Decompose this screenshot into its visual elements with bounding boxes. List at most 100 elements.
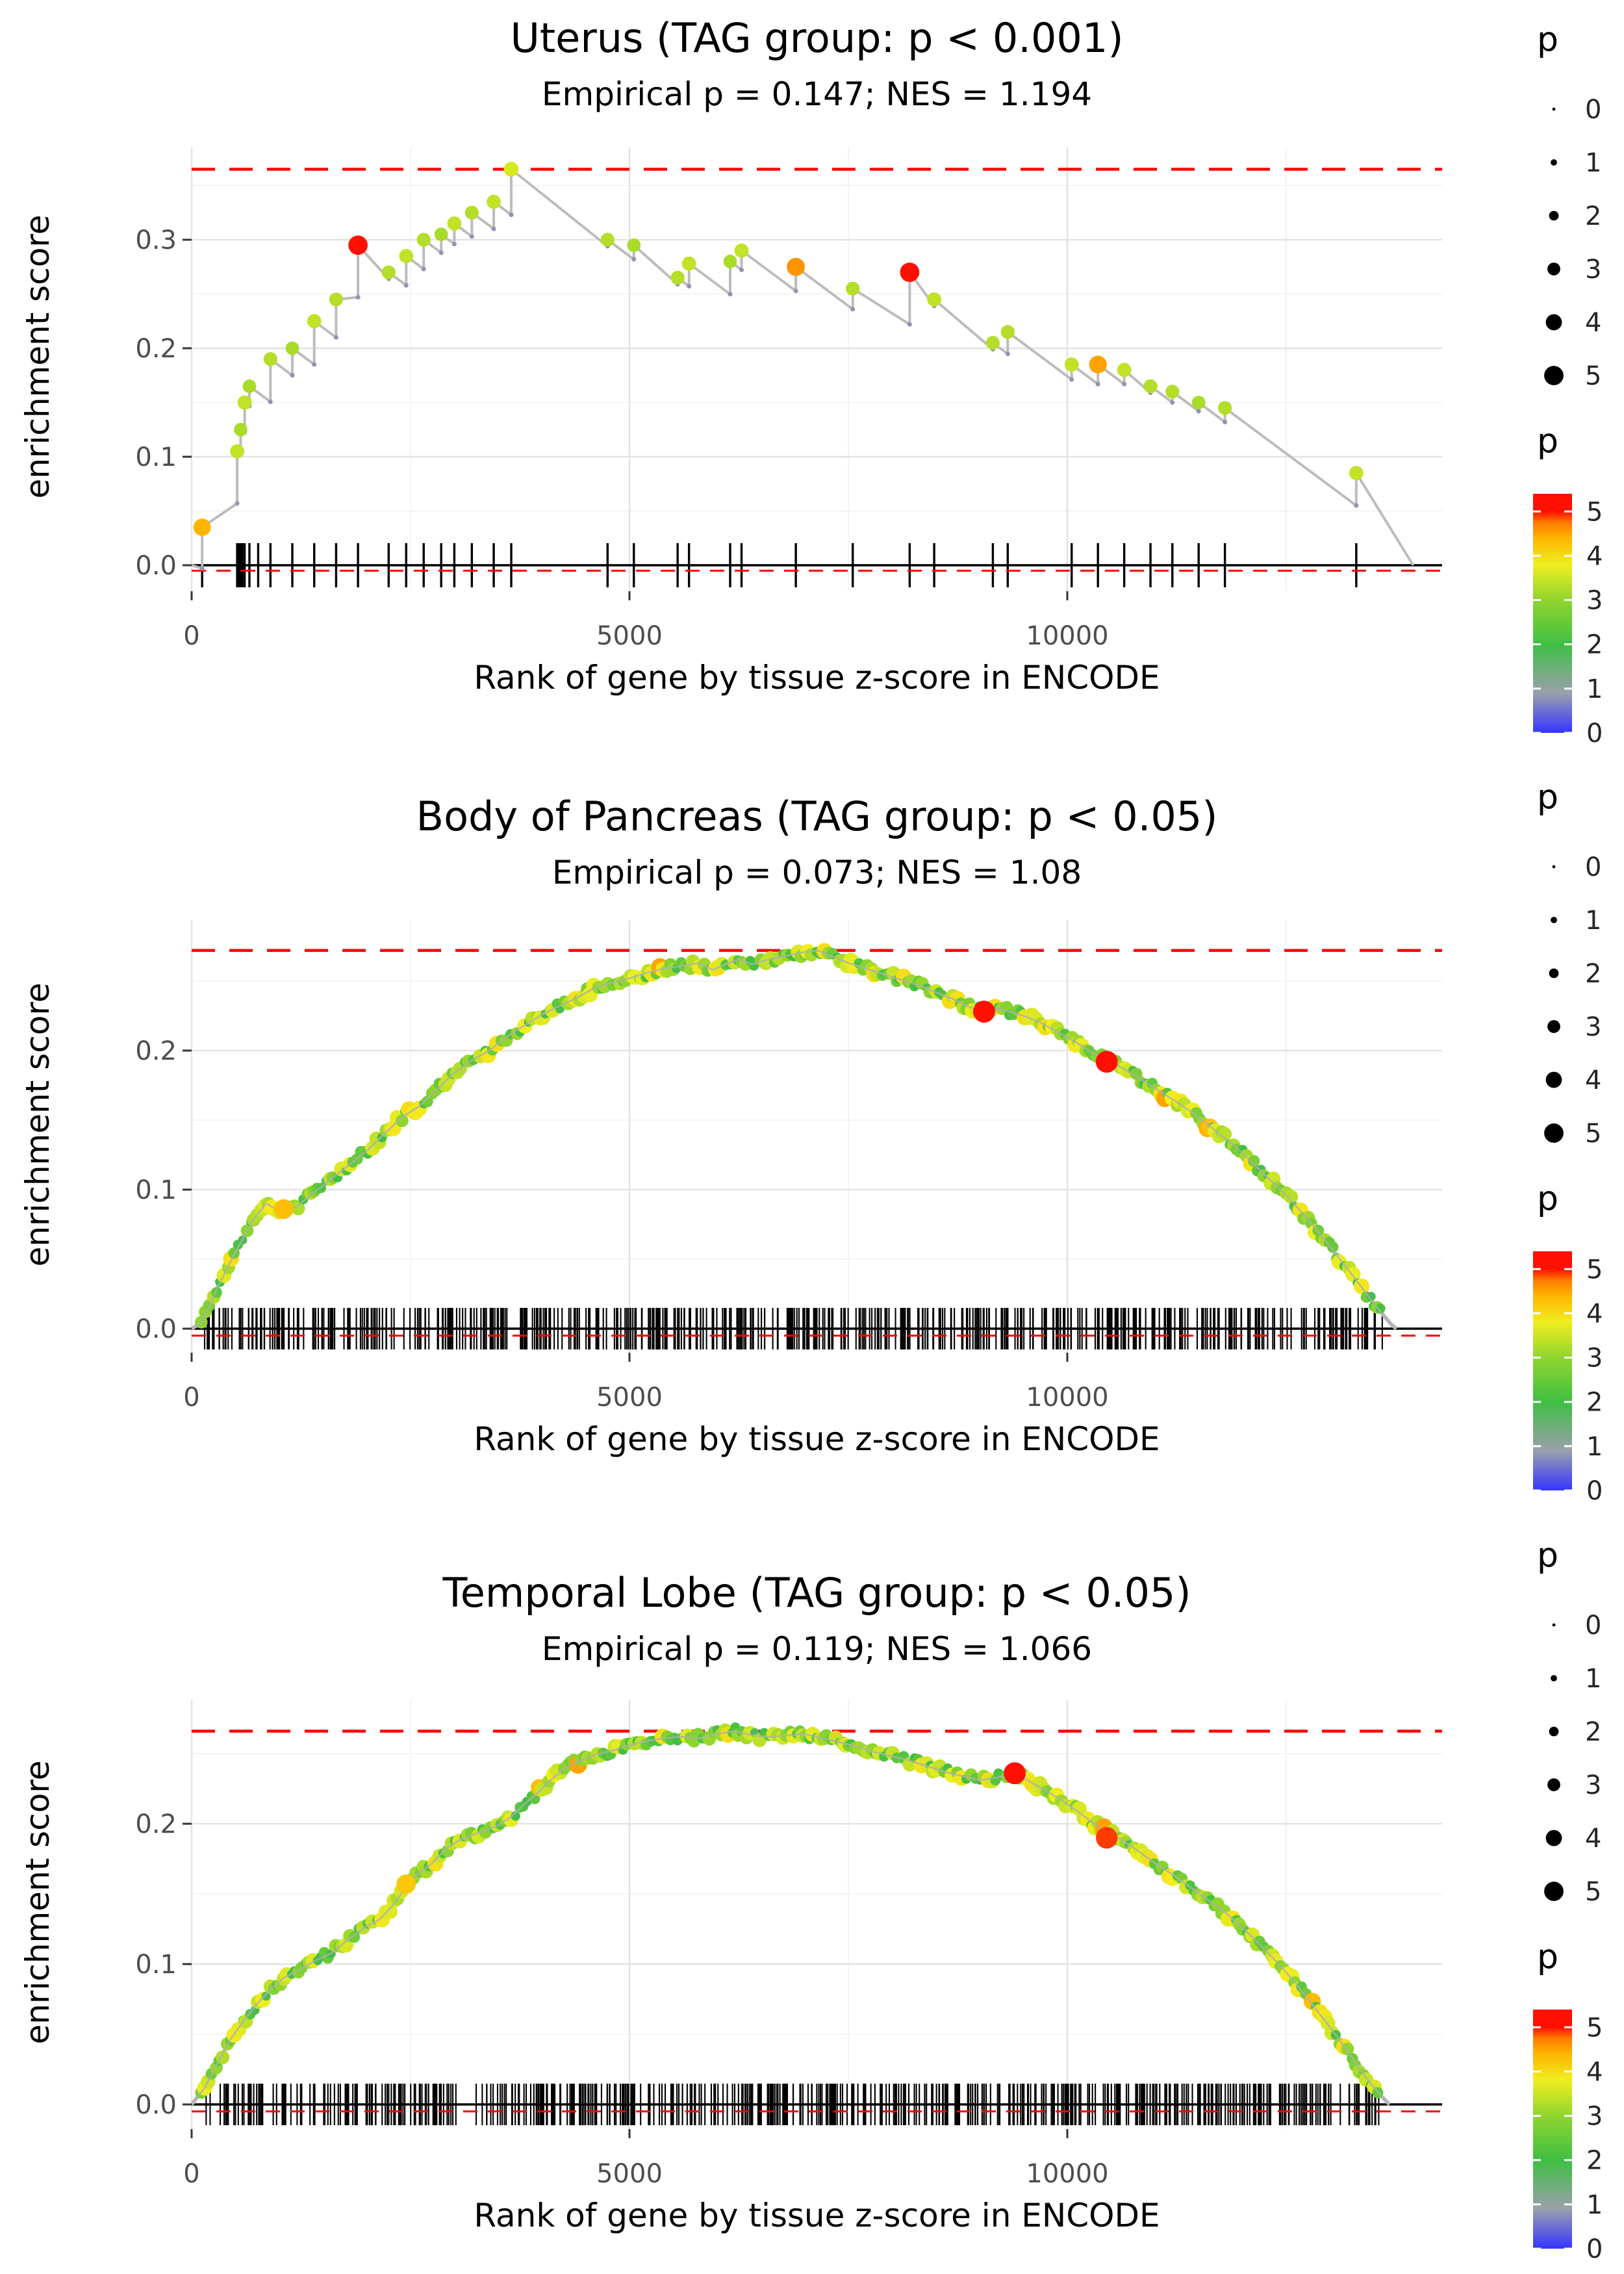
colorbar-label: 2: [1586, 630, 1603, 660]
gene-dot: [681, 256, 696, 271]
curve-vertex-dot: [268, 399, 273, 404]
significant-gene-dot: [273, 1199, 294, 1220]
y-axis-title: enrichment score: [19, 982, 57, 1267]
size-legend-label: 0: [1585, 852, 1601, 882]
curve-vertex-dot: [333, 335, 338, 340]
size-legend-key: [1552, 107, 1556, 111]
x-tick-label: 10000: [1026, 621, 1108, 651]
gene-dot: [1217, 401, 1232, 415]
panel-temporal-lobe: 0.0 0.1 0.2 0 5000 10000 p 0 1 2 3 4 5 p 5 4 3 2 1 0 Tempor…: [0, 1516, 1624, 2274]
panel-subtitle: Empirical p = 0.073; NES = 1.08: [552, 854, 1082, 891]
gene-dot: [263, 352, 277, 366]
gene-dot: [900, 262, 920, 282]
y-tick-label: 0.1: [135, 1175, 177, 1205]
size-legend-key: [1544, 1882, 1564, 1901]
gene-dot: [237, 395, 252, 410]
colorbar-label: 3: [1586, 586, 1603, 616]
gene-dot: [670, 270, 685, 285]
x-tick-label: 5000: [596, 1383, 663, 1412]
gene-dot: [193, 518, 211, 536]
curve-vertex-dot: [469, 234, 474, 239]
size-legend-label: 5: [1585, 361, 1601, 391]
gene-dot: [1247, 1155, 1260, 1168]
significant-gene-dot: [1096, 1826, 1118, 1849]
gene-dot: [1143, 379, 1158, 394]
colorbar-label: 1: [1586, 674, 1603, 704]
gene-dot: [1000, 325, 1015, 339]
size-legend-title: p: [1537, 1536, 1558, 1575]
color-gradient-bar: [1533, 2010, 1572, 2249]
gene-dot: [927, 292, 942, 307]
size-legend-key: [1552, 865, 1556, 869]
curve-vertex-dot: [1223, 420, 1228, 425]
significant-gene-dot: [396, 1874, 416, 1894]
y-axis-title: enrichment score: [19, 214, 57, 499]
size-legend-key: [1549, 211, 1559, 221]
x-tick-label: 0: [183, 1383, 199, 1412]
size-legend-label: 1: [1585, 148, 1601, 178]
size-legend-key: [1547, 1020, 1560, 1033]
size-legend-label: 1: [1585, 1664, 1601, 1694]
gene-dot: [261, 1991, 271, 2001]
gene-dot: [381, 265, 396, 279]
size-legend-key: [1545, 314, 1562, 331]
size-legend-key: [1551, 1675, 1557, 1681]
curve-vertex-dot: [739, 267, 744, 272]
size-legend-label: 4: [1585, 308, 1601, 338]
y-tick-label: 0.0: [135, 1314, 177, 1344]
curve-vertex-dot: [451, 242, 457, 247]
color-gradient-bar: [1533, 1251, 1572, 1490]
size-legend-key: [1551, 159, 1557, 166]
gene-dot: [1117, 363, 1132, 377]
y-tick-label: 0.2: [135, 1809, 177, 1839]
gene-dot: [396, 1114, 409, 1127]
curve-vertex-dot: [509, 212, 514, 218]
size-legend-key: [1547, 1778, 1560, 1791]
gene-dot: [723, 255, 737, 268]
gene-dot: [1327, 1241, 1339, 1253]
significant-gene-dot: [1095, 1051, 1118, 1073]
size-legend-label: 0: [1585, 1611, 1601, 1641]
panel-title: Body of Pancreas (TAG group: p < 0.05): [416, 793, 1218, 840]
color-legend-title: p: [1537, 1179, 1558, 1218]
colorbar-label: 4: [1586, 1299, 1603, 1329]
y-tick-label: 0.3: [135, 225, 177, 255]
y-tick-label: 0.2: [135, 1036, 177, 1066]
size-legend-key: [1552, 1623, 1556, 1627]
size-legend-label: 2: [1585, 201, 1601, 231]
curve-vertex-dot: [728, 292, 733, 297]
gene-dot: [1064, 357, 1079, 372]
x-tick-label: 5000: [596, 621, 663, 651]
curve-vertex-dot: [438, 250, 444, 255]
gene-dot: [242, 379, 257, 393]
colorbar-label: 4: [1586, 541, 1603, 571]
curve-vertex-dot: [403, 283, 409, 288]
gene-dot: [1089, 355, 1107, 374]
gene-dot: [416, 233, 431, 247]
size-legend-label: 5: [1585, 1119, 1601, 1149]
color-gradient-bar: [1533, 494, 1572, 733]
gene-dot: [787, 257, 806, 276]
size-legend-label: 2: [1585, 959, 1601, 989]
curve-vertex-dot: [1196, 409, 1201, 414]
x-tick-label: 10000: [1026, 1383, 1108, 1412]
size-legend-key: [1544, 366, 1564, 385]
enrichment-curve: [191, 168, 1415, 570]
gene-dot: [734, 243, 749, 258]
panel-subtitle: Empirical p = 0.119; NES = 1.066: [541, 1630, 1093, 1668]
enrichment-curve-highlight: [191, 949, 1397, 1330]
gene-dot: [348, 1931, 361, 1943]
gene-dot: [985, 336, 1000, 350]
colorbar-label: 5: [1586, 497, 1603, 527]
size-legend-title: p: [1537, 778, 1558, 817]
uterus-plot-svg: 0.0 0.1 0.2 0.3 0 5000 10000 p 0 1 2 3 4 5 p 5 4 3 2 1 0: [135, 20, 1603, 748]
x-axis-title: Rank of gene by tissue z-score in ENCODE: [474, 2197, 1160, 2234]
curve-vertex-dot: [491, 226, 496, 231]
size-legend-key: [1551, 917, 1557, 923]
gene-dot: [487, 194, 501, 209]
panel-subtitle: Empirical p = 0.147; NES = 1.194: [541, 75, 1093, 113]
size-legend-key: [1545, 1071, 1562, 1088]
y-tick-label: 0.1: [135, 1950, 177, 1980]
curve-vertex-dot: [235, 501, 240, 506]
